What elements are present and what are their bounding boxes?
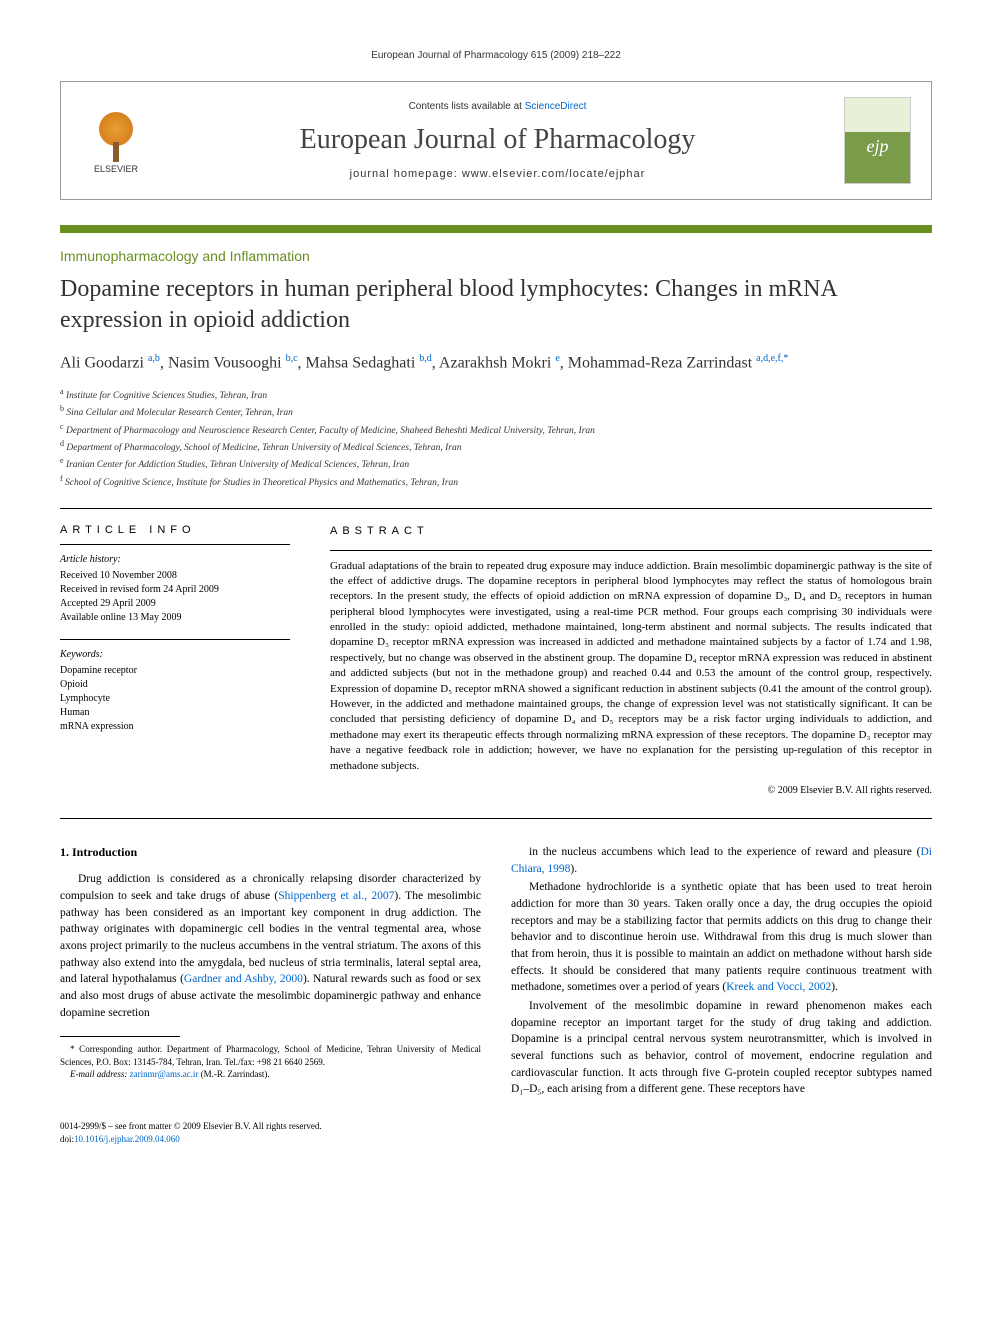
history-line: Accepted 29 April 2009	[60, 597, 290, 611]
doi-link[interactable]: 10.1016/j.ejphar.2009.04.060	[74, 1134, 180, 1144]
affiliation-line: b Sina Cellular and Molecular Research C…	[60, 403, 932, 420]
section-color-bar	[60, 225, 932, 233]
p2a: in the nucleus accumbens which lead to t…	[529, 846, 921, 858]
affiliation-line: a Institute for Cognitive Sciences Studi…	[60, 386, 932, 403]
journal-name: European Journal of Pharmacology	[171, 124, 824, 156]
footnote-email-label: E-mail address:	[70, 1069, 127, 1079]
elsevier-logo: ELSEVIER	[81, 101, 151, 181]
footnote-email-link[interactable]: zarinmr@ams.ac.ir	[130, 1069, 199, 1079]
abstract-text: Gradual adaptations of the brain to repe…	[330, 559, 932, 774]
section-label: Immunopharmacology and Inflammation	[60, 248, 932, 264]
footer-line-1: 0014-2999/$ – see front matter © 2009 El…	[60, 1120, 932, 1133]
abstract-copyright: © 2009 Elsevier B.V. All rights reserved…	[330, 784, 932, 798]
history-line: Received in revised form 24 April 2009	[60, 583, 290, 597]
affiliation-line: d Department of Pharmacology, School of …	[60, 438, 932, 455]
footer-line-2: doi:10.1016/j.ejphar.2009.04.060	[60, 1133, 932, 1146]
authors-line: Ali Goodarzi a,b, Nasim Vousooghi b,c, M…	[60, 351, 932, 375]
abstract-hr	[330, 550, 932, 551]
intro-p3: Methadone hydrochloride is a synthetic o…	[511, 879, 932, 996]
affiliation-line: f School of Cognitive Science, Institute…	[60, 473, 932, 490]
keywords-label: Keywords:	[60, 648, 290, 662]
history-line: Received 10 November 2008	[60, 569, 290, 583]
homepage-url[interactable]: www.elsevier.com/locate/ejphar	[462, 168, 645, 180]
cite-kreek[interactable]: Kreek and Vocci, 2002	[726, 981, 831, 993]
article-info-column: article info Article history: Received 1…	[60, 524, 290, 798]
divider-top	[60, 508, 932, 509]
p3a: Methadone hydrochloride is a synthetic o…	[511, 881, 932, 993]
history-line: Available online 13 May 2009	[60, 611, 290, 625]
footnote-separator	[60, 1036, 180, 1037]
affiliation-line: c Department of Pharmacology and Neurosc…	[60, 421, 932, 438]
keyword-line: Lymphocyte	[60, 692, 290, 706]
keyword-line: Human	[60, 706, 290, 720]
affiliation-line: e Iranian Center for Addiction Studies, …	[60, 455, 932, 472]
affiliations: a Institute for Cognitive Sciences Studi…	[60, 386, 932, 490]
history-label: Article history:	[60, 553, 290, 567]
cite-gardner[interactable]: Gardner and Ashby, 2000	[184, 973, 303, 985]
keyword-line: Opioid	[60, 678, 290, 692]
abstract-heading: abstract	[330, 524, 932, 539]
intro-p1: Drug addiction is considered as a chroni…	[60, 871, 481, 1021]
homepage-prefix: journal homepage:	[350, 168, 462, 180]
divider-bottom	[60, 818, 932, 819]
keyword-line: mRNA expression	[60, 720, 290, 734]
intro-p4: Involvement of the mesolimbic dopamine i…	[511, 998, 932, 1098]
elsevier-logo-text: ELSEVIER	[94, 164, 138, 174]
p1b: ). The mesolimbic pathway has been consi…	[60, 890, 481, 985]
article-info-heading: article info	[60, 524, 290, 536]
footnote-line-1: * Corresponding author. Department of Ph…	[60, 1043, 481, 1067]
contents-prefix: Contents lists available at	[409, 101, 525, 112]
p2b: ).	[570, 863, 577, 875]
doi-prefix: doi:	[60, 1134, 74, 1144]
info-hr-1	[60, 544, 290, 545]
sciencedirect-link[interactable]: ScienceDirect	[525, 101, 587, 112]
journal-header: ELSEVIER Contents lists available at Sci…	[60, 81, 932, 200]
running-head: European Journal of Pharmacology 615 (20…	[60, 50, 932, 61]
cite-shippenberg[interactable]: Shippenberg et al., 2007	[278, 890, 394, 902]
keywords-block: Keywords: Dopamine receptorOpioidLymphoc…	[60, 648, 290, 734]
elsevier-tree-icon	[91, 107, 141, 162]
journal-homepage-line: journal homepage: www.elsevier.com/locat…	[171, 168, 824, 180]
footnote-line-2: E-mail address: zarinmr@ams.ac.ir (M.-R.…	[60, 1068, 481, 1080]
intro-heading: 1. Introduction	[60, 844, 481, 861]
page-footer: 0014-2999/$ – see front matter © 2009 El…	[60, 1120, 932, 1145]
info-hr-2	[60, 639, 290, 640]
journal-cover-thumb	[844, 97, 911, 184]
header-center: Contents lists available at ScienceDirec…	[171, 101, 824, 180]
abstract-column: abstract Gradual adaptations of the brai…	[330, 524, 932, 798]
corresponding-author-footnote: * Corresponding author. Department of Ph…	[60, 1043, 481, 1079]
intro-p2: in the nucleus accumbens which lead to t…	[511, 844, 932, 877]
article-title: Dopamine receptors in human peripheral b…	[60, 274, 932, 336]
keyword-line: Dopamine receptor	[60, 664, 290, 678]
article-history: Article history: Received 10 November 20…	[60, 553, 290, 625]
contents-available-line: Contents lists available at ScienceDirec…	[171, 101, 824, 112]
body-text: 1. Introduction Drug addiction is consid…	[60, 844, 932, 1100]
p3b: ).	[831, 981, 838, 993]
footnote-tail: (M.-R. Zarrindast).	[198, 1069, 269, 1079]
